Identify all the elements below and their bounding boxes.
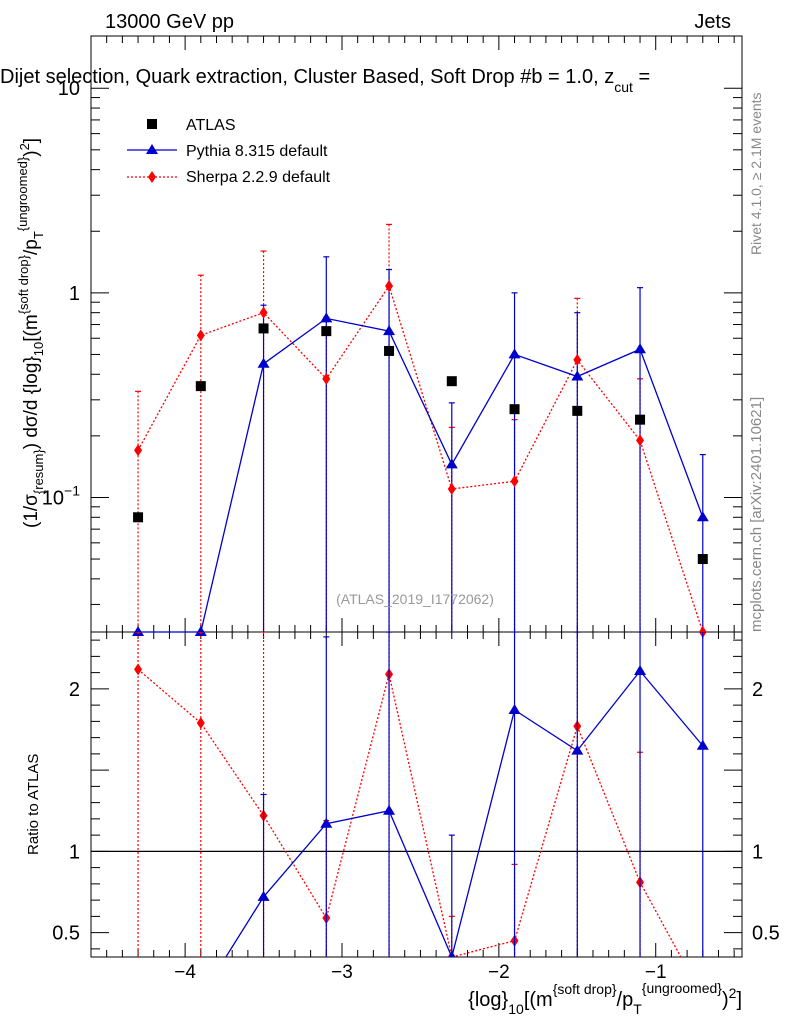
pythia-ratio-point: [696, 739, 709, 750]
ratio-y-tick-label-right: 0.5: [752, 923, 780, 945]
atlas-point: [635, 414, 646, 425]
sherpa-point: [259, 306, 268, 319]
pythia-point: [508, 348, 521, 359]
pythia-point: [132, 626, 145, 636]
atlas-point: [572, 405, 583, 416]
legend-pythia-label: Pythia 8.315 default: [186, 143, 328, 160]
watermark: (ATLAS_2019_I1772062): [336, 591, 494, 607]
atlas-point: [446, 376, 457, 387]
legend-sherpa-label: Sherpa 2.2.9 default: [186, 169, 331, 186]
x-tick-label: −2: [488, 962, 510, 983]
x-tick-label: −3: [331, 962, 353, 983]
pythia-ratio-point: [634, 665, 647, 675]
main-data-layer: [132, 223, 709, 638]
ratio-y-axis-label: Ratio to ATLAS: [25, 754, 42, 855]
atlas-point: [697, 554, 708, 565]
atlas-point: [133, 512, 144, 523]
sherpa-point: [196, 329, 205, 342]
side-label-rivet: Rivet 4.1.0, ≥ 2.1M events: [748, 92, 764, 255]
selection-label: Dijet selection, Quark extraction, Clust…: [0, 66, 650, 95]
pythia-point: [194, 626, 207, 636]
pythia-line: [138, 317, 704, 633]
x-tick-label: −1: [645, 962, 667, 983]
main-y-tick-label: 10−1: [42, 482, 80, 509]
atlas-point: [195, 381, 206, 392]
sherpa-point: [134, 444, 143, 457]
atlas-point: [384, 345, 395, 356]
atlas-point: [258, 323, 269, 334]
ratio-panel-frame: [90, 631, 743, 958]
sherpa-ratio-point: [196, 717, 205, 729]
ratio-y-tick-label-right: 2: [752, 679, 763, 701]
pythia-point: [634, 343, 647, 354]
main-y-tick-label: 10: [58, 78, 80, 100]
side-label-site: mcplots.cern.ch [arXiv:2401.10621]: [748, 397, 765, 632]
sherpa-point: [385, 280, 394, 293]
pythia-point: [257, 357, 270, 368]
pythia-point: [696, 511, 709, 522]
sherpa-point: [636, 434, 645, 447]
energy-label: 13000 GeV pp: [105, 11, 234, 33]
main-y-tick-label: 1: [69, 283, 80, 305]
pythia-ratio-group: [225, 632, 709, 957]
pythia-ratio-point: [448, 951, 456, 957]
pythia-point: [445, 458, 458, 469]
sherpa-line: [137, 284, 704, 633]
ratio-y-tick-label: 2: [69, 679, 80, 701]
main-axis-ticks: 10−1 1 10: [42, 36, 742, 646]
atlas-point: [509, 404, 520, 415]
pythia-point: [320, 312, 333, 323]
ratio-y-tick-label-right: 1: [752, 841, 763, 863]
legend-pythia-marker: [146, 144, 158, 154]
legend-atlas-marker: [147, 119, 157, 129]
ratio-y-tick-label: 0.5: [52, 923, 80, 945]
main-y-axis-label: (1/σ{resum}) dσ/d {log}10[(m{soft drop}/…: [15, 138, 46, 528]
ratio-data-layer: [134, 632, 709, 957]
ratio-axis-ticks: −4 −3 −2 −1 0.5 0.5 1 1 2 2: [52, 639, 780, 983]
legend: ATLAS Pythia 8.315 default Sherpa 2.2.9 …: [127, 117, 331, 186]
sherpa-ratio-group: [134, 632, 682, 957]
pythia-ratio-point: [320, 817, 333, 828]
pythia-ratio-line: [225, 669, 704, 957]
sherpa-ratio-point: [134, 663, 143, 676]
pythia-point: [383, 325, 396, 336]
pythia-point: [571, 370, 584, 381]
ratio-y-tick-label: 1: [69, 841, 80, 863]
pythia-ratio-point: [383, 804, 396, 815]
atlas-point: [321, 326, 332, 337]
x-axis-label: {log}10[(m{soft drop}/pT{ungroomed})2]: [468, 980, 742, 1017]
pythia-ratio-point: [257, 890, 270, 901]
sherpa-point: [447, 482, 456, 495]
pythia-ratio-point: [508, 704, 521, 714]
pythia-ratio-point: [571, 744, 584, 755]
legend-sherpa-marker: [148, 171, 156, 183]
x-tick-label: −4: [174, 962, 196, 983]
sherpa-point: [322, 372, 331, 385]
sherpa-point: [510, 475, 519, 488]
legend-atlas-label: ATLAS: [186, 117, 236, 134]
process-label: Jets: [694, 11, 731, 33]
sherpa-ratio-line: [137, 668, 682, 957]
sherpa-point: [573, 353, 582, 366]
